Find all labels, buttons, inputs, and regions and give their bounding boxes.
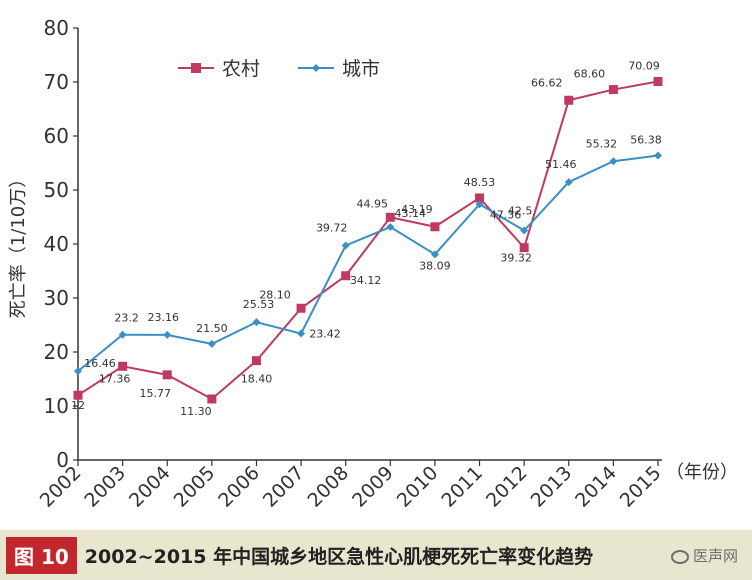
y-tick-label: 80 [44, 16, 69, 40]
data-point-rural [385, 212, 395, 222]
x-tick-label: 2004 [125, 462, 175, 512]
y-axis-title: 死亡率（1/10万） [8, 170, 29, 318]
data-point-rural [296, 303, 306, 313]
data-label: 16.46 [84, 357, 116, 370]
data-point-rural [73, 390, 83, 400]
x-tick-label: 2010 [393, 462, 443, 512]
data-label: 23.2 [114, 312, 139, 325]
data-point-rural [653, 77, 663, 87]
data-point-rural [162, 370, 172, 380]
data-label: 25.53 [243, 298, 275, 311]
data-label: 23.16 [147, 311, 179, 324]
data-label: 43.14 [395, 207, 427, 220]
chat-bubble-icon [670, 549, 689, 564]
y-tick-label: 60 [44, 124, 69, 148]
data-label: 44.95 [357, 197, 389, 210]
data-label: 55.32 [586, 137, 618, 150]
data-label: 68.60 [574, 68, 606, 81]
data-label: 11.30 [180, 405, 212, 418]
data-label: 15.77 [139, 387, 171, 400]
data-label: 56.38 [630, 134, 662, 147]
figure-caption: 2002~2015 年中国城乡地区急性心肌梗死死亡率变化趋势 [84, 545, 594, 568]
x-tick-label: 2015 [616, 462, 666, 512]
data-point-urban [341, 241, 350, 250]
data-point-rural [564, 95, 574, 105]
data-point-urban [297, 329, 306, 338]
data-label: 17.36 [99, 372, 131, 385]
data-point-rural [251, 356, 261, 366]
data-label: 66.62 [531, 76, 563, 89]
y-tick-label: 50 [44, 178, 69, 202]
figure-label: 图 10 [6, 536, 77, 574]
x-tick-label: 2007 [259, 462, 309, 512]
x-axis-suffix: （年份） [666, 462, 738, 483]
data-point-rural [475, 193, 485, 203]
data-point-urban [207, 339, 216, 348]
data-point-rural [608, 85, 618, 95]
legend-marker-rural [191, 63, 201, 73]
series-line-urban [77, 154, 659, 372]
data-label: 23.42 [309, 328, 341, 341]
watermark-text: 医声网 [692, 547, 738, 565]
x-tick-label: 2013 [527, 462, 577, 512]
data-label: 18.40 [241, 373, 273, 386]
x-tick-label: 2012 [482, 462, 532, 512]
data-point-rural [519, 243, 529, 253]
data-point-urban [430, 250, 439, 259]
x-tick-label: 2011 [437, 462, 487, 512]
data-label: 42.5 [508, 205, 533, 218]
data-point-rural [430, 222, 440, 232]
data-label: 21.50 [196, 322, 228, 335]
data-point-urban [386, 223, 395, 232]
data-label: 48.53 [464, 176, 496, 189]
line-chart: 0102030405060708020022003200420052006200… [8, 16, 738, 512]
data-point-rural [118, 361, 128, 371]
data-point-urban [475, 200, 484, 209]
data-label: 38.09 [419, 259, 451, 272]
y-tick-label: 20 [44, 340, 69, 364]
data-label: 12 [71, 399, 85, 412]
y-tick-label: 0 [56, 448, 69, 472]
data-point-urban [654, 151, 662, 160]
x-tick-label: 2009 [348, 462, 398, 512]
data-label: 51.46 [545, 158, 577, 171]
data-label: 39.72 [316, 222, 348, 235]
data-point-urban [252, 318, 261, 327]
series-line-rural [77, 80, 659, 401]
x-tick-label: 2003 [80, 462, 130, 512]
data-point-urban [520, 226, 529, 235]
y-tick-label: 10 [44, 394, 69, 418]
y-tick-label: 30 [44, 286, 69, 310]
data-label: 47.36 [490, 208, 522, 221]
x-tick-label: 2006 [214, 462, 264, 512]
data-point-urban [564, 178, 573, 187]
data-label: 39.32 [500, 252, 532, 265]
data-point-urban [74, 367, 82, 376]
data-label: 28.10 [259, 288, 291, 301]
data-point-urban [163, 330, 172, 339]
data-label: 34.12 [350, 274, 382, 287]
x-tick-label: 2008 [303, 462, 353, 512]
x-tick-label: 2005 [170, 462, 220, 512]
data-label: 43.19 [401, 203, 433, 216]
data-point-rural [207, 394, 217, 404]
data-point-rural [341, 271, 351, 281]
y-tick-label: 70 [44, 70, 69, 94]
x-tick-label: 2014 [571, 462, 621, 512]
legend-label: 农村 [222, 58, 260, 80]
legend-marker-urban [312, 64, 320, 72]
watermark: 医声网 [670, 545, 738, 566]
y-tick-label: 40 [44, 232, 69, 256]
data-point-urban [118, 330, 127, 339]
legend-label: 城市 [342, 58, 380, 80]
caption-bar: 图 10 2002~2015 年中国城乡地区急性心肌梗死死亡率变化趋势 [0, 530, 752, 580]
data-label: 70.09 [628, 60, 660, 73]
data-point-urban [609, 157, 618, 166]
